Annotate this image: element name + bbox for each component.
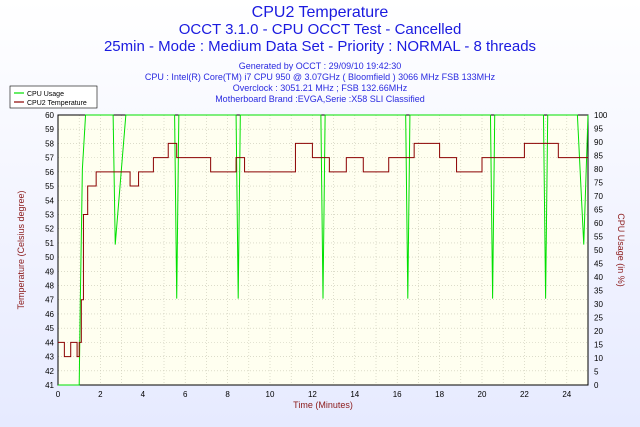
legend-label: CPU2 Temperature	[27, 100, 87, 107]
y-right-tick-label: 95	[594, 125, 603, 134]
y-right-tick-label: 100	[594, 111, 608, 120]
y-right-tick-label: 30	[594, 300, 603, 309]
y-left-tick-label: 57	[45, 154, 54, 163]
y-right-tick-label: 0	[594, 381, 599, 390]
x-tick-label: 4	[141, 390, 146, 399]
y-left-tick-label: 41	[45, 381, 54, 390]
y-left-tick-label: 43	[45, 353, 54, 362]
y-left-tick-label: 51	[45, 239, 54, 248]
y-left-tick-label: 52	[45, 225, 54, 234]
chart-subtitle-test: OCCT 3.1.0 - CPU OCCT Test - Cancelled	[178, 21, 462, 38]
y-left-tick-label: 54	[45, 196, 54, 205]
y-left-tick-label: 45	[45, 324, 54, 333]
x-tick-label: 12	[308, 390, 317, 399]
y-right-axis-label: CPU Usage (in %)	[616, 213, 626, 287]
y-right-tick-label: 45	[594, 260, 603, 269]
info-overclock: Overclock : 3051.21 MHz ; FSB 132.66MHz	[232, 83, 408, 93]
x-tick-label: 8	[225, 390, 230, 399]
y-right-tick-label: 50	[594, 246, 603, 255]
y-left-tick-label: 58	[45, 139, 54, 148]
y-right-tick-label: 5	[594, 368, 599, 377]
y-left-tick-label: 56	[45, 168, 54, 177]
y-left-tick-label: 46	[45, 310, 54, 319]
y-right-tick-label: 55	[594, 233, 603, 242]
x-tick-label: 14	[350, 390, 359, 399]
y-right-tick-label: 35	[594, 287, 603, 296]
x-tick-label: 6	[183, 390, 188, 399]
info-cpu: CPU : Intel(R) Core(TM) i7 CPU 950 @ 3.0…	[144, 72, 496, 82]
x-tick-label: 20	[478, 390, 487, 399]
y-right-tick-label: 10	[594, 354, 603, 363]
y-left-axis-label: Temperature (Celsius degree)	[16, 190, 26, 309]
y-left-tick-label: 48	[45, 282, 54, 291]
y-right-tick-label: 40	[594, 273, 603, 282]
y-left-tick-label: 50	[45, 253, 54, 262]
y-left-tick-label: 53	[45, 210, 54, 219]
y-left-tick-label: 49	[45, 267, 54, 276]
chart-subtitle-mode: 25min - Mode : Medium Data Set - Priorit…	[103, 38, 537, 55]
plot-area	[58, 115, 588, 385]
x-tick-label: 10	[266, 390, 275, 399]
x-tick-label: 0	[56, 390, 61, 399]
legend-box	[9, 85, 98, 109]
x-tick-label: 2	[98, 390, 103, 399]
y-right-tick-label: 65	[594, 206, 603, 215]
y-right-tick-label: 60	[594, 219, 603, 228]
x-axis-label: Time (Minutes)	[293, 400, 353, 410]
y-right-tick-label: 75	[594, 179, 603, 188]
legend-label: CPU Usage	[27, 91, 64, 98]
y-left-tick-label: 42	[45, 367, 54, 376]
info-generated: Generated by OCCT : 29/09/10 19:42:30	[238, 61, 402, 71]
y-right-tick-label: 90	[594, 138, 603, 147]
y-left-tick-label: 59	[45, 125, 54, 134]
y-left-tick-label: 47	[45, 296, 54, 305]
x-tick-label: 18	[435, 390, 444, 399]
y-left-tick-label: 44	[45, 338, 54, 347]
series-line-cpu2-temperature	[58, 142, 588, 358]
x-tick-label: 16	[393, 390, 402, 399]
y-right-tick-label: 70	[594, 192, 603, 201]
y-right-tick-label: 85	[594, 152, 603, 161]
plot-border	[57, 114, 589, 386]
x-tick-label: 24	[562, 390, 571, 399]
y-right-tick-label: 80	[594, 165, 603, 174]
y-right-tick-label: 15	[594, 341, 603, 350]
y-right-tick-label: 25	[594, 314, 603, 323]
x-tick-label: 22	[520, 390, 529, 399]
y-left-tick-label: 60	[45, 111, 54, 120]
y-right-tick-label: 20	[594, 327, 603, 336]
y-left-tick-label: 55	[45, 182, 54, 191]
series-line-cpu-usage	[58, 114, 589, 386]
chart-title: CPU2 Temperature	[251, 4, 389, 21]
info-motherboard: Motherboard Brand :EVGA,Serie :X58 SLI C…	[215, 94, 425, 104]
